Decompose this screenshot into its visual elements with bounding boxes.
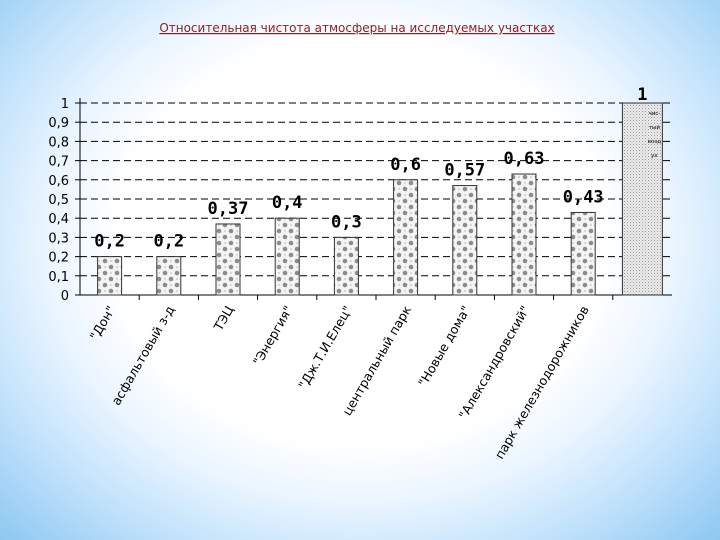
bar	[156, 256, 182, 296]
x-tick-label: "Дж.Т.И.Елец"	[295, 303, 355, 392]
bar	[452, 185, 478, 296]
bar	[333, 236, 359, 296]
y-tick-label: 0,9	[48, 116, 69, 131]
y-tick-label: 1	[61, 97, 69, 112]
y-tick-label: 0,8	[48, 135, 69, 150]
reference-note-line: возд	[648, 139, 662, 145]
y-tick-label: 0	[61, 289, 69, 304]
y-tick-label: 0,4	[48, 212, 69, 227]
x-tick-label: центральный парк	[339, 303, 414, 418]
data-label: 0,2	[94, 232, 125, 252]
x-tick-label: ТЭЦ	[210, 303, 237, 334]
reference-note-line: чис-	[648, 111, 660, 117]
data-label: 0,3	[331, 212, 362, 232]
y-tick-label: 0,3	[48, 231, 69, 246]
y-tick-label: 0,1	[48, 270, 69, 285]
bar	[97, 256, 123, 296]
chart-title: Относительная чистота атмосферы на иссле…	[159, 21, 554, 35]
y-tick-label: 0,6	[48, 174, 69, 189]
reference-note-line: ух	[651, 153, 658, 159]
data-label: 0,2	[153, 232, 184, 252]
y-tick-label: 0,5	[48, 193, 69, 208]
data-label: 0,6	[390, 155, 421, 175]
bar	[215, 223, 241, 296]
bar	[274, 217, 300, 296]
data-label: 1	[637, 85, 647, 105]
y-tick-label: 0,7	[48, 155, 69, 170]
data-label: 0,57	[444, 161, 485, 181]
bar	[570, 211, 596, 296]
bar	[511, 173, 537, 296]
bar	[621, 102, 663, 296]
data-label: 0,63	[504, 149, 545, 169]
reference-note-line: тый	[649, 124, 661, 131]
y-tick-label: 0,2	[48, 251, 69, 266]
bar	[393, 179, 419, 296]
x-tick-label: "Новые дома"	[415, 303, 473, 389]
data-label: 0,4	[272, 193, 303, 213]
x-tick-label: асфальтовый з-д	[108, 303, 177, 408]
data-label: 0,37	[208, 199, 249, 219]
x-tick-label: "Энергия"	[250, 303, 296, 368]
x-tick-label: "Дон"	[87, 303, 119, 343]
data-label: 0,43	[563, 187, 604, 207]
